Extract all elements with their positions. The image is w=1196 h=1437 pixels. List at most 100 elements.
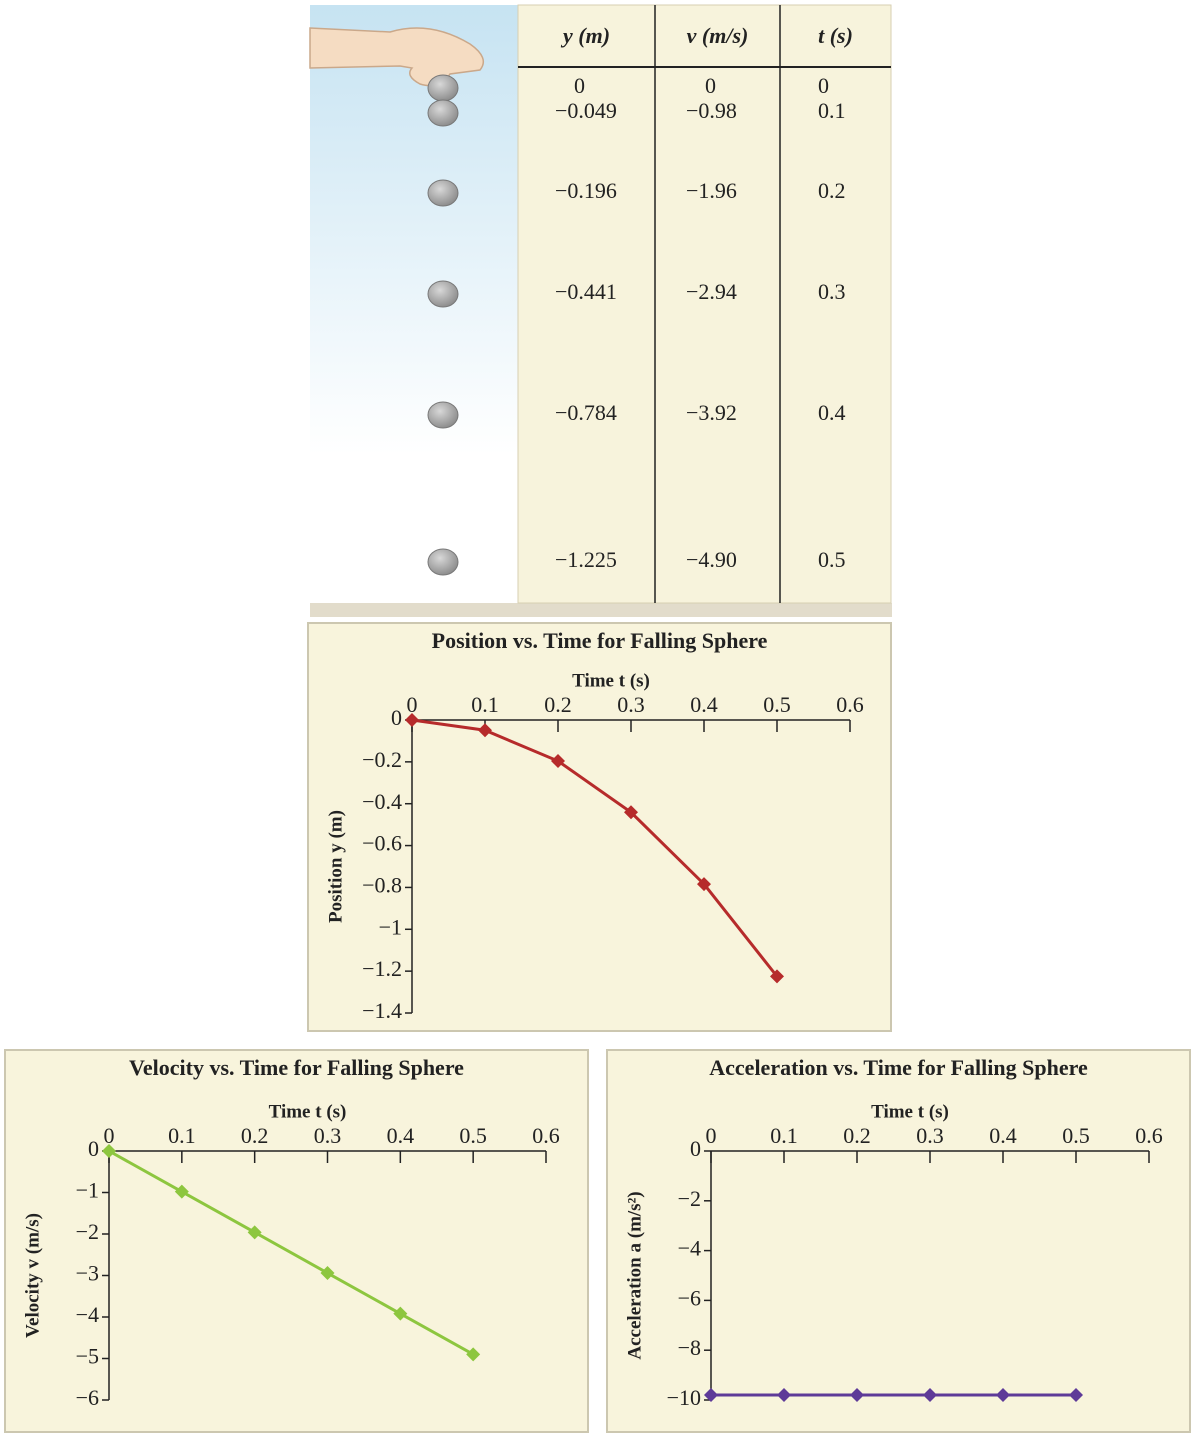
x-tick-label: 0.3 bbox=[617, 692, 645, 717]
table-cell: −2.94 bbox=[686, 279, 737, 304]
y-tick-label: −0.2 bbox=[362, 747, 402, 772]
data-point bbox=[704, 1388, 718, 1403]
x-tick-label: 0.1 bbox=[770, 1123, 798, 1148]
y-tick-label: −6 bbox=[678, 1285, 701, 1310]
chart: Velocity vs. Time for Falling Sphere Time… bbox=[4, 1049, 589, 1433]
x-axis-label: Time t (s) bbox=[871, 1101, 949, 1122]
y-tick-label: 0 bbox=[391, 705, 402, 730]
data-table: y (m) v (m/s) t (s)0 0 0−0.049 −0.98 0.1−0.196… bbox=[518, 5, 891, 603]
data-point bbox=[850, 1388, 864, 1403]
table-cell: −0.98 bbox=[686, 98, 737, 123]
x-tick-label: 0 bbox=[407, 692, 418, 717]
x-axis-label: Time t (s) bbox=[572, 670, 650, 691]
y-tick-label: 0 bbox=[88, 1136, 99, 1161]
chart-title: Velocity vs. Time for Falling Sphere bbox=[129, 1055, 464, 1080]
x-tick-label: 0 bbox=[104, 1123, 115, 1148]
x-tick-label: 0.1 bbox=[168, 1123, 196, 1148]
table-cell: 0.1 bbox=[818, 98, 846, 123]
data-point bbox=[697, 877, 711, 892]
x-tick-label: 0.5 bbox=[1062, 1123, 1090, 1148]
chart-background bbox=[606, 1049, 1191, 1433]
table-cell: 0.3 bbox=[818, 279, 846, 304]
y-tick-label: −6 bbox=[76, 1385, 99, 1410]
x-tick-label: 0.3 bbox=[916, 1123, 944, 1148]
data-line bbox=[108, 1149, 474, 1356]
y-tick-label: 0 bbox=[690, 1136, 701, 1161]
chart-background bbox=[4, 1049, 589, 1433]
data-point bbox=[1069, 1388, 1083, 1403]
y-tick-label: −1 bbox=[379, 914, 402, 939]
y-tick-label: −1 bbox=[76, 1178, 99, 1203]
table-cell: −4.90 bbox=[686, 547, 737, 572]
y-tick-label: −0.6 bbox=[362, 831, 402, 856]
table-cell: −1.225 bbox=[555, 547, 617, 572]
y-tick-label: −8 bbox=[678, 1335, 701, 1360]
x-tick-label: 0.4 bbox=[690, 692, 718, 717]
sphere bbox=[427, 280, 459, 308]
table-cell: −0.049 bbox=[555, 98, 617, 123]
data-point bbox=[624, 805, 638, 820]
table-cell: −0.196 bbox=[555, 178, 617, 203]
y-tick-label: −4 bbox=[678, 1236, 701, 1261]
chart: Acceleration vs. Time for Falling Sphere… bbox=[606, 1049, 1191, 1433]
data-point bbox=[770, 969, 784, 984]
x-tick-label: 0.5 bbox=[763, 692, 791, 717]
floor bbox=[310, 603, 892, 617]
x-tick-label: 0.6 bbox=[836, 692, 864, 717]
sphere bbox=[427, 548, 459, 576]
table-cell: −0.441 bbox=[555, 279, 617, 304]
chart-title: Position vs. Time for Falling Sphere bbox=[432, 628, 768, 653]
x-tick-label: 0.6 bbox=[1135, 1123, 1163, 1148]
table-background bbox=[517, 4, 892, 604]
table-cell: −0.784 bbox=[555, 400, 617, 425]
y-tick-label: −0.4 bbox=[362, 789, 402, 814]
y-tick-label: −1.2 bbox=[362, 956, 402, 981]
y-tick-label: −4 bbox=[76, 1302, 99, 1327]
table-cell: −3.92 bbox=[686, 400, 737, 425]
illustration-background bbox=[310, 5, 518, 605]
y-axis-label: Acceleration a (m/s²) bbox=[624, 1191, 645, 1359]
y-tick-label: −1.4 bbox=[362, 998, 402, 1023]
hand bbox=[309, 27, 485, 87]
table-cell: 0.2 bbox=[818, 178, 846, 203]
data-point bbox=[247, 1225, 262, 1240]
sphere bbox=[427, 401, 459, 429]
y-tick-label: −2 bbox=[76, 1219, 99, 1244]
column-header: t (s) bbox=[818, 23, 853, 48]
data-point bbox=[174, 1184, 189, 1199]
x-tick-label: 0.1 bbox=[471, 692, 499, 717]
chart-title: Acceleration vs. Time for Falling Sphere bbox=[709, 1055, 1088, 1080]
x-tick-label: 0.4 bbox=[387, 1123, 415, 1148]
chart-background bbox=[307, 622, 892, 1032]
data-point bbox=[923, 1388, 937, 1403]
x-tick-label: 0.2 bbox=[241, 1123, 269, 1148]
sphere bbox=[427, 99, 459, 127]
table-cell: 0.4 bbox=[818, 400, 846, 425]
data-point bbox=[102, 1144, 116, 1158]
x-tick-label: 0.4 bbox=[989, 1123, 1017, 1148]
table-cell: 0 bbox=[818, 73, 829, 98]
y-tick-label: −0.8 bbox=[362, 872, 402, 897]
column-header: y (m) bbox=[560, 23, 610, 48]
data-point bbox=[320, 1266, 335, 1281]
table-cell: 0.5 bbox=[818, 547, 846, 572]
data-point bbox=[405, 713, 419, 727]
chart: Position vs. Time for Falling Sphere Time… bbox=[307, 622, 892, 1032]
y-axis-label: Velocity v (m/s) bbox=[22, 1213, 43, 1338]
table-cell: 0 bbox=[705, 73, 716, 98]
column-header: v (m/s) bbox=[687, 23, 749, 48]
table-cell: 0 bbox=[574, 73, 585, 98]
x-tick-label: 0.6 bbox=[532, 1123, 560, 1148]
data-point bbox=[478, 723, 492, 738]
data-point bbox=[393, 1306, 408, 1321]
data-line bbox=[411, 718, 779, 978]
x-tick-label: 0.5 bbox=[459, 1123, 487, 1148]
x-tick-label: 0 bbox=[706, 1123, 717, 1148]
data-point bbox=[551, 754, 565, 769]
data-point bbox=[777, 1388, 791, 1403]
x-axis-label: Time t (s) bbox=[269, 1101, 347, 1122]
charts: Position vs. Time for Falling Sphere Time… bbox=[4, 622, 1191, 1433]
x-tick-label: 0.2 bbox=[843, 1123, 871, 1148]
sphere bbox=[427, 179, 459, 207]
